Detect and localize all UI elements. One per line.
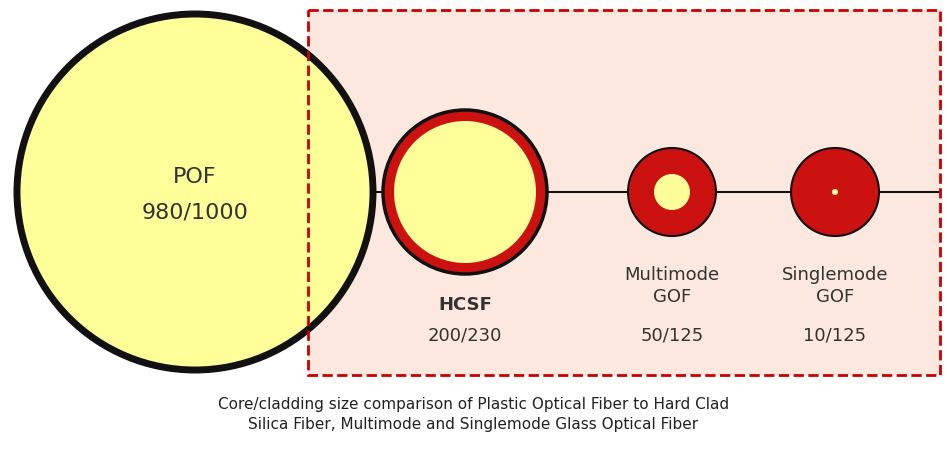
Text: 980/1000: 980/1000 [141, 202, 248, 222]
Text: GOF: GOF [652, 288, 691, 306]
Circle shape [628, 148, 716, 236]
Text: GOF: GOF [816, 288, 854, 306]
Text: 10/125: 10/125 [803, 326, 867, 344]
Circle shape [394, 121, 536, 263]
Circle shape [383, 110, 547, 274]
Text: 200/230: 200/230 [428, 326, 502, 344]
Circle shape [791, 148, 879, 236]
Text: 50/125: 50/125 [640, 326, 704, 344]
Text: Silica Fiber, Multimode and Singlemode Glass Optical Fiber: Silica Fiber, Multimode and Singlemode G… [248, 418, 699, 432]
Bar [308, 10, 940, 375]
Text: Core/cladding size comparison of Plastic Optical Fiber to Hard Clad: Core/cladding size comparison of Plastic… [218, 397, 729, 413]
Circle shape [17, 14, 373, 370]
Text: Multimode: Multimode [624, 266, 720, 284]
Text: HCSF: HCSF [438, 296, 491, 314]
Circle shape [832, 189, 838, 195]
Circle shape [654, 174, 690, 210]
Text: POF: POF [173, 167, 217, 187]
Bar [308, 10, 940, 375]
Text: Singlemode: Singlemode [782, 266, 888, 284]
